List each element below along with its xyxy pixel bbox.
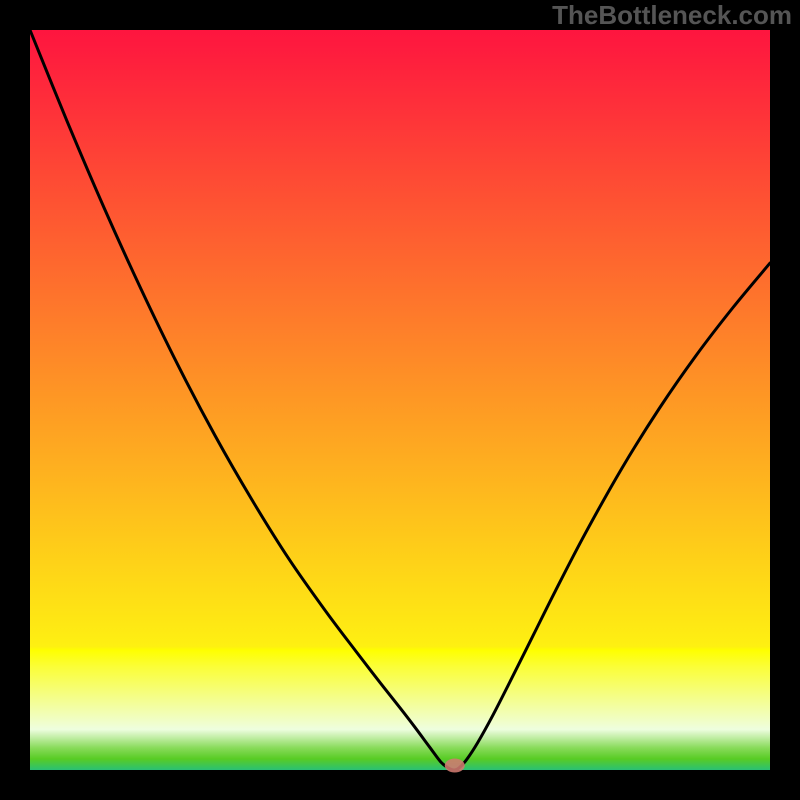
chart-container: TheBottleneck.com bbox=[0, 0, 800, 800]
plot-area bbox=[30, 30, 770, 770]
optimal-point-marker bbox=[445, 759, 465, 773]
watermark-text: TheBottleneck.com bbox=[552, 0, 792, 31]
bottleneck-chart bbox=[0, 0, 800, 800]
